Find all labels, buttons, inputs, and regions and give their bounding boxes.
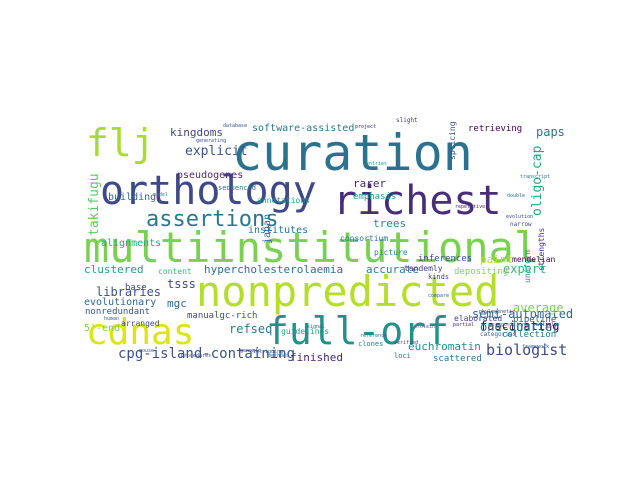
cloud-word: repetitive (455, 204, 485, 210)
cloud-word: cpg-island-containing (118, 346, 295, 362)
cloud-word: evolutionary (84, 297, 156, 308)
cloud-word: 5'-end (84, 323, 120, 334)
cloud-word: collection (502, 330, 556, 340)
cloud-word: one-quarter (480, 320, 559, 334)
cloud-word: base (125, 283, 147, 293)
cloud-word: arranged (121, 319, 160, 328)
cloud-word: trees (373, 217, 406, 230)
cloud-word: expert (503, 262, 546, 276)
cloud-word: institutes (248, 225, 308, 236)
cloud-word: procedures (181, 353, 211, 359)
cloud-word: curation (232, 124, 473, 182)
cloud-word: loci (394, 352, 411, 360)
cloud-word: generating (196, 138, 226, 144)
cloud-word: manualgc-rich (187, 311, 257, 321)
cloud-word: picture (374, 248, 408, 257)
cloud-word: slight (396, 117, 418, 124)
cloud-word: framework (522, 344, 549, 350)
cloud-word: assertions (146, 207, 278, 232)
cloud-word: hypercholesterolaemia (204, 263, 343, 276)
cloud-word: human (104, 316, 119, 322)
cloud-word: content (158, 267, 192, 276)
cloud-word: compare (428, 293, 449, 299)
cloud-word: phylogenetic (479, 309, 515, 315)
cloud-word: mouse (139, 348, 154, 354)
cloud-word: nonredundant (85, 307, 150, 317)
cloud-word: scattered (433, 354, 482, 364)
cloud-word: partial (453, 322, 474, 328)
cloud-word: depositing (454, 267, 508, 277)
cloud-word: takifugu (87, 173, 102, 236)
cloud-word: rarer (353, 177, 386, 190)
cloud-word: project (355, 124, 376, 130)
cloud-word: annotations (257, 196, 310, 205)
cloud-word: kinds (428, 273, 449, 281)
cloud-word: splicing (448, 121, 457, 160)
cloud-word: model (153, 192, 168, 198)
cloud-word: libraries (96, 285, 161, 299)
cloud-word: narrow (510, 221, 532, 228)
cloud-word: evolution (506, 214, 533, 220)
cloud-word: intriguing (253, 349, 283, 355)
cloud-word: pipeline (513, 315, 556, 325)
cloud-word: euchromatin (408, 340, 481, 353)
cloud-word: emphasis (353, 192, 396, 202)
cloud-word: verified (394, 340, 418, 346)
cloud-word: protein (414, 324, 435, 330)
cloud-word: methods (268, 353, 289, 359)
cloud-word: richest (333, 178, 502, 224)
cloud-word: elaborated (454, 314, 502, 323)
cloud-word: clustered (84, 263, 144, 276)
cloud-word: refseq (229, 322, 272, 336)
cloud-word: multiinstitutional (84, 223, 539, 272)
cloud-word: database (223, 123, 247, 129)
cloud-word: reference (360, 333, 387, 339)
cloud-word: biologist (486, 341, 567, 359)
cloud-word: inferences (418, 254, 472, 264)
cloud-word: finished (290, 351, 343, 364)
cloud-word: categories (480, 331, 517, 338)
cloud-word: double (507, 193, 525, 199)
cloud-word: clones (358, 340, 383, 348)
cloud-word: semi-automated (472, 307, 573, 321)
cloud-word: building (108, 192, 156, 203)
cloud-word: oligo-cap (530, 145, 545, 216)
cloud-word: software-assisted (252, 123, 354, 134)
cloud-word: cdnas (86, 312, 194, 353)
cloud-word: tandemly (404, 264, 443, 273)
cloud-word: orthology (100, 168, 317, 214)
cloud-word: paint (480, 253, 513, 266)
cloud-word: guidelines (281, 327, 329, 336)
cloud-word: average (513, 301, 564, 315)
cloud-word: japan (262, 214, 273, 244)
cloud-word: nonpredicted (196, 267, 499, 316)
cloud-word: retrieving (468, 124, 522, 134)
cloud-word: tsss (167, 277, 196, 291)
cloud-word: composition (492, 322, 525, 328)
cloud-word: signal (307, 324, 325, 330)
cloud-word: kingdoms (170, 126, 223, 139)
cloud-word: strengths (537, 227, 546, 271)
cloud-word: accurate (366, 263, 419, 276)
cloud-word: uniform (523, 249, 532, 283)
cloud-word: explicit (185, 144, 248, 159)
cloud-word: pseudogenes (177, 170, 243, 181)
cloud-word: article (536, 322, 557, 328)
cloud-word: fascinating (480, 319, 559, 333)
cloud-word: full-orf (266, 309, 449, 353)
cloud-word: sequenced (218, 184, 256, 192)
cloud-word: genomic (240, 348, 261, 354)
cloud-word: alignments (101, 238, 161, 249)
cloud-word: entries (366, 161, 387, 167)
cloud-word: consortium (340, 234, 388, 243)
cloud-word: mendelian (512, 255, 556, 264)
cloud-word: flj (86, 121, 155, 165)
cloud-word: transcript (520, 174, 550, 180)
cloud-word: paps (536, 125, 565, 139)
cloud-word: mgc (167, 297, 187, 310)
